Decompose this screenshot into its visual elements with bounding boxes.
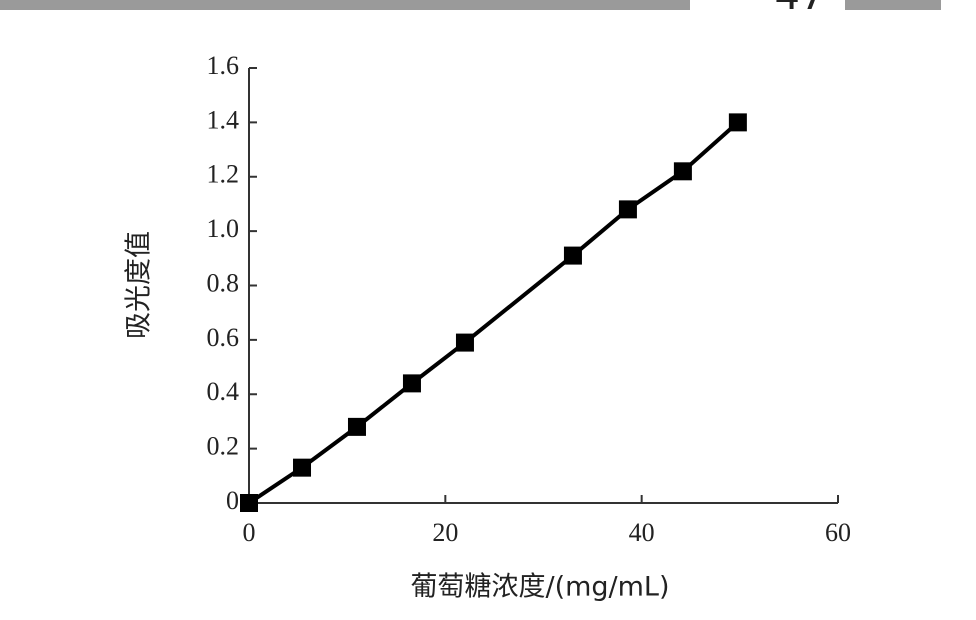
- y-tick-label: 0: [226, 486, 239, 515]
- marker: [293, 458, 312, 477]
- marker: [347, 417, 366, 436]
- header-rule: [0, 0, 690, 10]
- x-tick-label: 20: [432, 518, 458, 547]
- marker: [673, 162, 692, 181]
- y-tick-label: 1.0: [207, 214, 240, 243]
- y-tick-label: 0.2: [207, 432, 240, 461]
- x-tick-label: 60: [825, 518, 851, 547]
- header-rule: [845, 0, 941, 10]
- marker: [618, 200, 637, 219]
- y-tick-label: 1.4: [207, 105, 240, 134]
- y-tick-label: 0.4: [207, 377, 240, 406]
- y-tick-label: 1.6: [207, 51, 240, 80]
- x-axis-label: 葡萄糖浓度/(mg/mL): [410, 572, 669, 603]
- marker: [563, 246, 582, 265]
- x-tick-label: 40: [629, 518, 655, 547]
- y-axis-label: 吸光度值: [124, 231, 155, 339]
- page-number: 47: [775, 0, 826, 19]
- y-tick-label: 1.2: [207, 160, 240, 189]
- marker: [728, 113, 747, 132]
- marker: [455, 333, 474, 352]
- y-tick-label: 0.8: [207, 268, 240, 297]
- series-line: [247, 120, 740, 505]
- marker: [402, 374, 421, 393]
- y-tick-label: 0.6: [207, 323, 240, 352]
- marker: [240, 494, 258, 512]
- x-tick-label: 0: [243, 518, 256, 547]
